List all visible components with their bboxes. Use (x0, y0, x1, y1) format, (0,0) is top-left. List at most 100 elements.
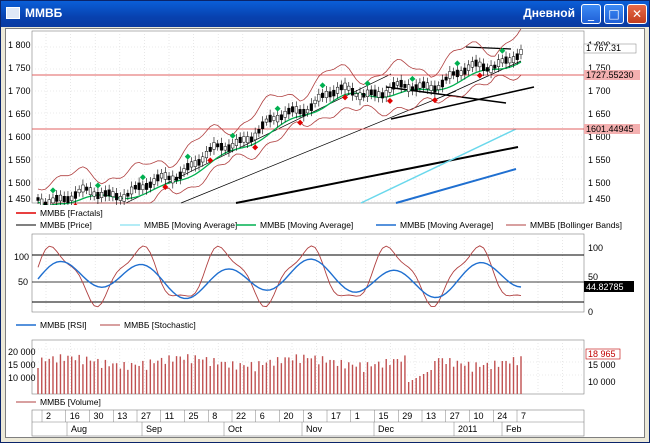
price-right-tick: 1 550 (588, 155, 611, 165)
volume-value-label: 18 965 (588, 349, 616, 359)
fractal-down-marker (252, 144, 259, 151)
upper-level-label: 1727.55230 (586, 70, 634, 80)
candle-body (283, 111, 287, 118)
candle-body (137, 182, 141, 190)
candle-body (186, 163, 190, 171)
wedge-top-line (465, 46, 512, 50)
candle-body (455, 69, 459, 78)
legend-volume: ММВБ [Volume] (40, 397, 101, 407)
x-axis: 2 16 30 13 27 11 25 8 22 6 20 3 17 1 15 29 13 27 10 24 7 Aug… (31, 409, 585, 437)
candle-body (470, 61, 474, 68)
fractal-down-marker (207, 157, 214, 164)
price-left-tick: 1 650 (8, 109, 31, 119)
candle-body (178, 171, 182, 180)
fractal-up-marker (229, 132, 236, 139)
price-right-tick: 1 600 (588, 132, 611, 142)
candle-body (148, 181, 152, 188)
candle-body (130, 186, 134, 195)
candle-body (160, 173, 164, 179)
fractal-up-marker (364, 80, 371, 87)
osc-value-label: 44.82785 (586, 282, 624, 292)
vol-left-tick-20000: 20 000 (8, 347, 36, 357)
price-left-tick: 1 450 (8, 194, 31, 204)
candle-body (238, 136, 242, 144)
candle-body (511, 56, 516, 63)
candle-body (208, 146, 212, 152)
candle-body (482, 63, 486, 71)
candle-body (118, 196, 122, 201)
long-support-line (235, 146, 519, 204)
candle-body (141, 184, 145, 190)
candle-body (107, 189, 111, 197)
x-day-label: 15 (379, 411, 389, 421)
candle-body (182, 168, 186, 174)
candle-body (231, 143, 235, 149)
price-legend: ММВБ [Fractals] ММВБ [Price] ММВБ [Movin… (6, 205, 644, 232)
triangle-lower-line (390, 86, 535, 120)
triangle-upper-line (385, 86, 507, 104)
x-month-label: Sep (146, 424, 162, 434)
candle-body (437, 85, 441, 90)
legend-price: ММВБ [Price] (40, 220, 92, 230)
x-day-label: 1 (355, 411, 360, 421)
volume-panel: 20 000 15 000 10 000 15 000 10 000 18 96… (8, 339, 621, 395)
candle-body (350, 88, 355, 96)
price-left-tick: 1 600 (8, 132, 31, 142)
candle-body (500, 58, 504, 64)
maximize-button[interactable]: □ (604, 4, 624, 24)
title-bar[interactable]: ММВБ Дневной _ □ ✕ (1, 1, 649, 27)
x-day-label: 3 (307, 411, 312, 421)
minimize-button[interactable]: _ (581, 4, 601, 24)
price-left-tick: 1 800 (8, 40, 31, 50)
candle-body (377, 91, 381, 98)
candle-body (249, 136, 253, 142)
candle-body (126, 192, 130, 197)
candle-body (422, 81, 426, 88)
candle-body (362, 93, 366, 98)
slow-ma-line (395, 168, 517, 204)
candle-body (291, 106, 295, 113)
candle-body (448, 71, 452, 79)
vol-left-tick-15000: 15 000 (8, 360, 36, 370)
legend-bollinger: ММВБ [Bollinger Bands] (530, 220, 622, 230)
fractal-up-marker (49, 187, 56, 194)
last-price-label: 1 767.31 (586, 43, 621, 53)
candle-body (253, 132, 257, 141)
candle-body (81, 184, 85, 193)
x-day-label: 11 (165, 411, 174, 421)
candle-body (508, 57, 512, 64)
vol-right-tick-15000: 15 000 (588, 360, 616, 370)
price-left-tick: 1 550 (8, 155, 31, 165)
candle-body (335, 86, 340, 94)
price-right-tick: 1 450 (588, 194, 611, 204)
x-day-label: 2 (46, 411, 51, 421)
candle-body (100, 192, 104, 198)
candle-body (88, 187, 92, 195)
x-day-label: 6 (260, 411, 265, 421)
candle-body (313, 99, 317, 104)
candle-body (399, 79, 403, 88)
candle-body (493, 64, 497, 69)
candle-body (429, 85, 433, 91)
candle-body (272, 116, 276, 121)
osc-tick-0: 0 (588, 307, 593, 317)
candle-body (388, 87, 392, 93)
candle-body (66, 196, 70, 204)
candle-body (358, 92, 362, 101)
candle-body (193, 160, 197, 167)
legend-fractals: ММВБ [Fractals] (40, 208, 103, 218)
fractal-down-marker (476, 72, 483, 79)
x-month-label: Nov (306, 424, 323, 434)
vol-left-tick-10000: 10 000 (8, 373, 36, 383)
candle-body (515, 53, 519, 60)
close-button[interactable]: ✕ (627, 4, 647, 24)
x-day-label: 29 (402, 411, 412, 421)
candle-body (332, 89, 336, 97)
candle-body (373, 89, 377, 97)
candle-body (167, 175, 171, 181)
